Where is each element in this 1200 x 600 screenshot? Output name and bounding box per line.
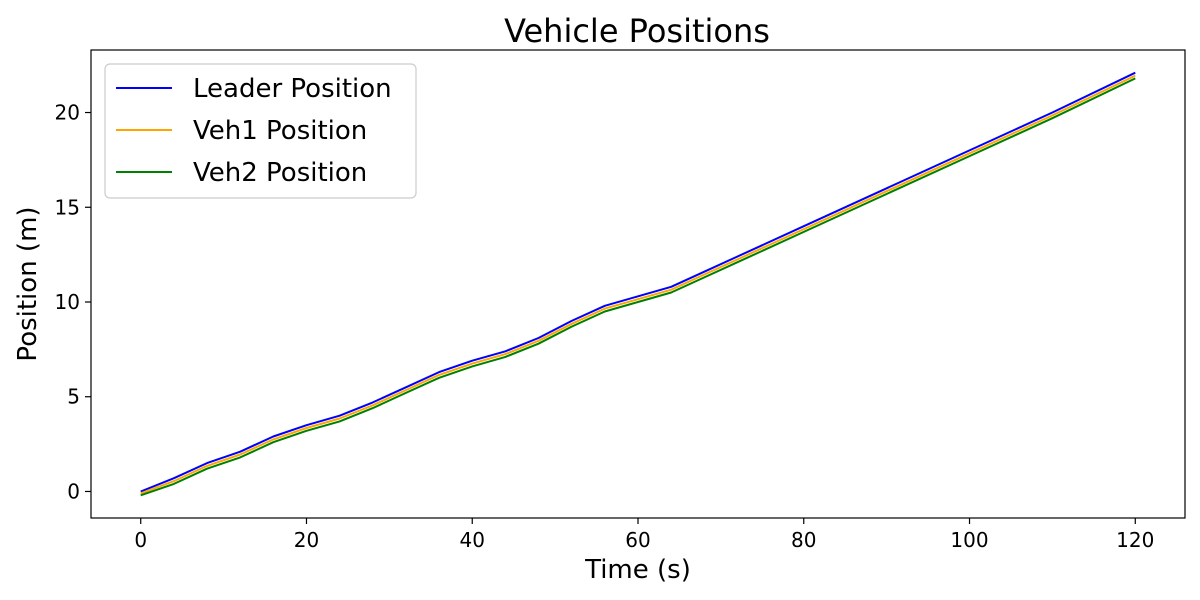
series-line-2: [140, 74, 1136, 495]
chart-title: Vehicle Positions: [504, 12, 770, 50]
legend-label-1: Leader Position: [193, 74, 392, 104]
x-tick-label: 20: [294, 528, 319, 552]
x-tick-label: 80: [791, 528, 816, 552]
y-axis: 0 5 10 15 20: [55, 101, 91, 503]
series-line-1: [140, 71, 1136, 493]
y-axis-label: Position (m): [13, 206, 43, 361]
y-tick-label: 15: [55, 195, 80, 219]
legend-box: [104, 63, 417, 199]
x-axis: 0 20 40 60 80 100 120: [134, 518, 1154, 552]
legend: Leader Position Veh1 Position Veh2 Positio…: [104, 63, 417, 199]
series-line-3: [140, 77, 1136, 497]
y-tick-label: 20: [55, 101, 80, 125]
y-tick-label: 10: [55, 290, 80, 314]
x-tick-label: 120: [1116, 528, 1154, 552]
y-tick-label: 5: [67, 385, 80, 409]
x-tick-label: 100: [950, 528, 988, 552]
x-tick-label: 0: [134, 528, 147, 552]
y-tick-label: 0: [67, 479, 80, 503]
x-tick-label: 40: [460, 528, 485, 552]
x-axis-label: Time (s): [584, 555, 691, 585]
x-tick-label: 60: [625, 528, 650, 552]
legend-label-3: Veh2 Position: [193, 158, 367, 188]
legend-label-2: Veh1 Position: [193, 116, 367, 146]
plot-lines: [140, 71, 1136, 497]
